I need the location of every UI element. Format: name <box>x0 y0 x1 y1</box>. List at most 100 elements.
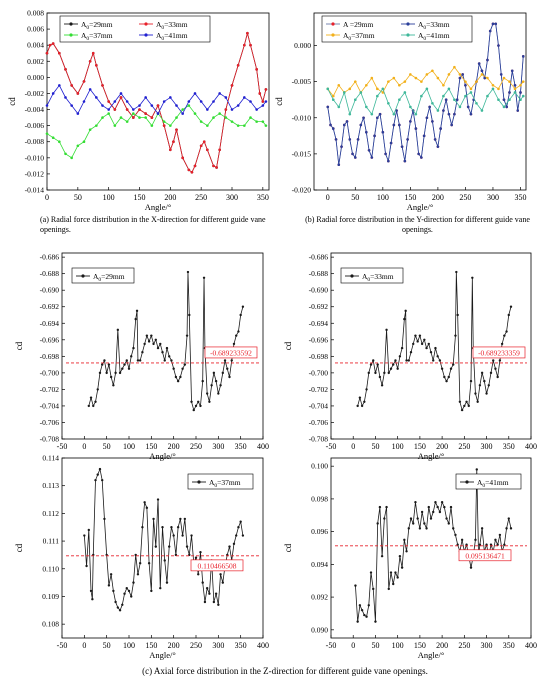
data-point <box>496 375 499 379</box>
x-axis-label: Angle/° <box>149 451 176 461</box>
data-point <box>236 63 240 67</box>
data-point <box>453 65 456 69</box>
data-point <box>450 123 453 127</box>
data-point <box>510 69 514 73</box>
data-point <box>469 566 473 569</box>
data-point <box>101 84 104 87</box>
data-point <box>212 600 216 604</box>
data-point <box>125 108 129 111</box>
legend-label: A0=37mm <box>343 31 375 42</box>
data-point <box>172 140 175 144</box>
data-point <box>187 100 191 103</box>
data-point <box>400 145 404 148</box>
data-point <box>107 584 111 587</box>
data-point <box>136 359 140 362</box>
data-point <box>521 80 525 83</box>
data-point <box>378 375 382 379</box>
data-point <box>45 104 49 107</box>
data-point <box>205 586 209 590</box>
data-point <box>236 124 240 127</box>
x-tick-label: 200 <box>168 442 180 451</box>
data-point <box>363 613 366 617</box>
data-point <box>447 73 451 76</box>
data-point <box>163 559 166 562</box>
data-point <box>418 334 422 337</box>
x-tick-label: 0 <box>326 193 330 202</box>
data-point <box>163 359 166 362</box>
data-point <box>193 112 197 115</box>
x-axis-label: Angle/° <box>407 202 434 212</box>
data-point <box>486 58 489 62</box>
data-point <box>414 76 418 80</box>
data-point <box>389 367 393 370</box>
data-point <box>406 138 409 141</box>
data-point <box>502 76 506 80</box>
data-point <box>101 104 104 107</box>
data-point <box>340 145 343 148</box>
x-tick-label: 250 <box>458 641 470 650</box>
legend-label: A0=41mm <box>156 31 188 42</box>
legend-entry: A0=37mm <box>192 478 241 489</box>
data-point <box>414 500 417 504</box>
x-tick-label: 100 <box>103 193 115 202</box>
data-point <box>498 533 502 537</box>
series-line <box>327 88 524 116</box>
data-point <box>409 120 412 123</box>
data-point <box>358 604 362 607</box>
data-point <box>331 98 335 101</box>
data-point <box>403 159 407 163</box>
data-point <box>414 334 417 337</box>
y-tick-label: -0.005 <box>292 77 312 86</box>
x-tick-label: 300 <box>212 442 224 451</box>
x-axis-label: Angle/° <box>418 650 445 660</box>
data-point <box>135 309 139 313</box>
data-point <box>356 620 359 623</box>
y-tick-label: -0.688 <box>40 269 60 278</box>
data-point <box>132 346 135 350</box>
data-point <box>443 375 446 379</box>
data-point <box>465 400 468 403</box>
data-point <box>88 88 92 91</box>
data-point <box>239 313 242 317</box>
data-point <box>58 51 61 55</box>
data-point <box>199 144 203 148</box>
mean-c1: -0.689233592 <box>66 346 259 364</box>
data-point <box>483 379 486 383</box>
data-point <box>249 100 252 103</box>
data-point <box>51 136 55 140</box>
data-point <box>143 342 146 346</box>
data-point <box>206 108 209 111</box>
data-point <box>452 363 455 366</box>
data-point <box>442 94 445 98</box>
data-point <box>469 87 473 91</box>
data-point <box>181 367 184 370</box>
data-point <box>194 404 198 408</box>
data-point <box>498 359 502 362</box>
data-point <box>51 92 55 95</box>
data-point <box>447 87 451 91</box>
data-point <box>48 43 52 47</box>
x-tick-label: 100 <box>392 641 404 650</box>
legend-swatch-marker <box>144 33 148 37</box>
data-point <box>192 408 195 412</box>
mean-c2: -0.689233359 <box>335 346 527 364</box>
data-point <box>326 105 330 109</box>
data-point <box>109 573 113 576</box>
x-tick-label: 0 <box>82 442 86 451</box>
data-point <box>455 270 458 274</box>
y-tick-label: -0.708 <box>309 435 329 444</box>
data-point <box>385 505 388 509</box>
data-point <box>431 120 434 123</box>
data-point <box>130 595 133 598</box>
y-axis-label: cd <box>283 341 293 350</box>
data-point <box>212 100 215 103</box>
data-point <box>89 396 93 399</box>
data-point <box>356 404 359 408</box>
data-point <box>138 116 141 119</box>
data-point <box>103 359 106 362</box>
data-point <box>224 116 228 119</box>
data-point <box>509 305 513 308</box>
data-point <box>236 104 240 107</box>
data-point <box>356 138 360 141</box>
data-point <box>505 105 509 109</box>
